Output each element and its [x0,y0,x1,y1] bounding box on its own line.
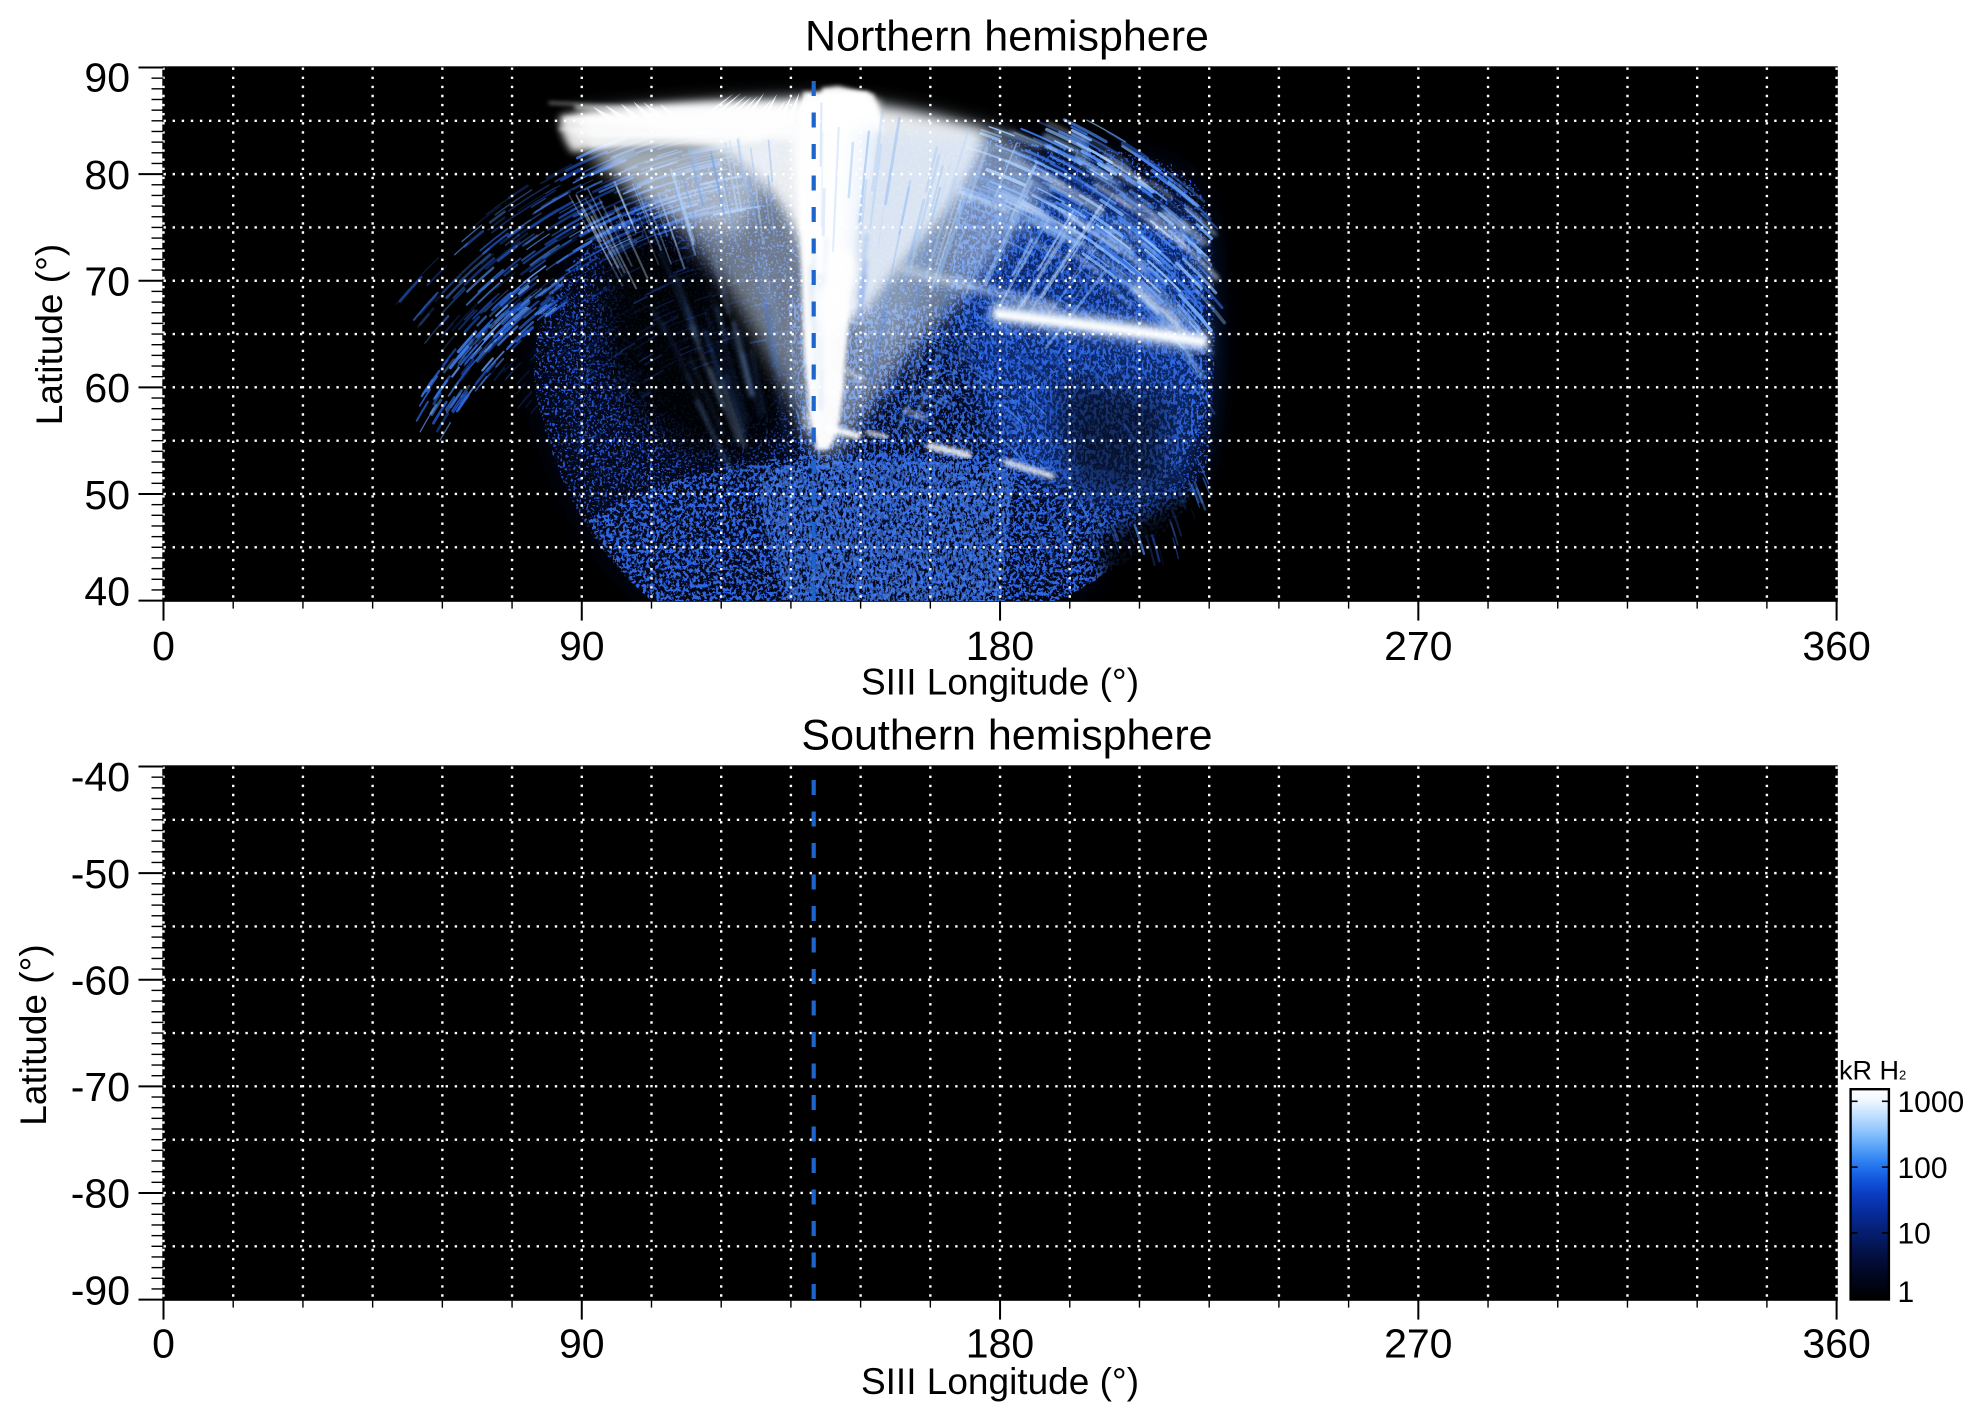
svg-text:1: 1 [1898,1276,1915,1309]
svg-text:Latitude (°): Latitude (°) [29,244,70,425]
svg-text:180: 180 [966,1321,1034,1367]
svg-text:40: 40 [84,568,130,614]
svg-text:80: 80 [84,152,130,198]
svg-text:270: 270 [1384,1321,1452,1367]
svg-text:-50: -50 [71,851,130,897]
svg-text:270: 270 [1384,623,1452,669]
svg-text:360: 360 [1802,1321,1870,1367]
svg-text:Latitude (°): Latitude (°) [13,944,54,1125]
svg-text:180: 180 [966,623,1034,669]
svg-text:-70: -70 [71,1064,130,1110]
svg-text:10: 10 [1898,1218,1931,1251]
svg-text:SIII Longitude (°): SIII Longitude (°) [861,662,1139,703]
svg-text:90: 90 [559,1321,605,1367]
svg-text:0: 0 [152,1321,175,1367]
svg-text:Southern hemisphere: Southern hemisphere [801,712,1212,760]
svg-text:-80: -80 [71,1171,130,1217]
svg-text:90: 90 [84,54,130,100]
svg-text:0: 0 [152,623,175,669]
svg-text:Northern hemisphere: Northern hemisphere [805,13,1209,61]
svg-text:-90: -90 [71,1267,130,1313]
svg-text:50: 50 [84,472,130,518]
svg-text:90: 90 [559,623,605,669]
svg-text:360: 360 [1802,623,1870,669]
svg-text:100: 100 [1898,1152,1948,1185]
svg-text:1000: 1000 [1898,1086,1965,1119]
svg-text:60: 60 [84,365,130,411]
svg-text:70: 70 [84,259,130,305]
svg-text:SIII Longitude (°): SIII Longitude (°) [861,1361,1139,1402]
svg-text:kR H2: kR H2 [1839,1055,1906,1085]
svg-text:-40: -40 [71,754,130,800]
svg-text:-60: -60 [71,958,130,1004]
